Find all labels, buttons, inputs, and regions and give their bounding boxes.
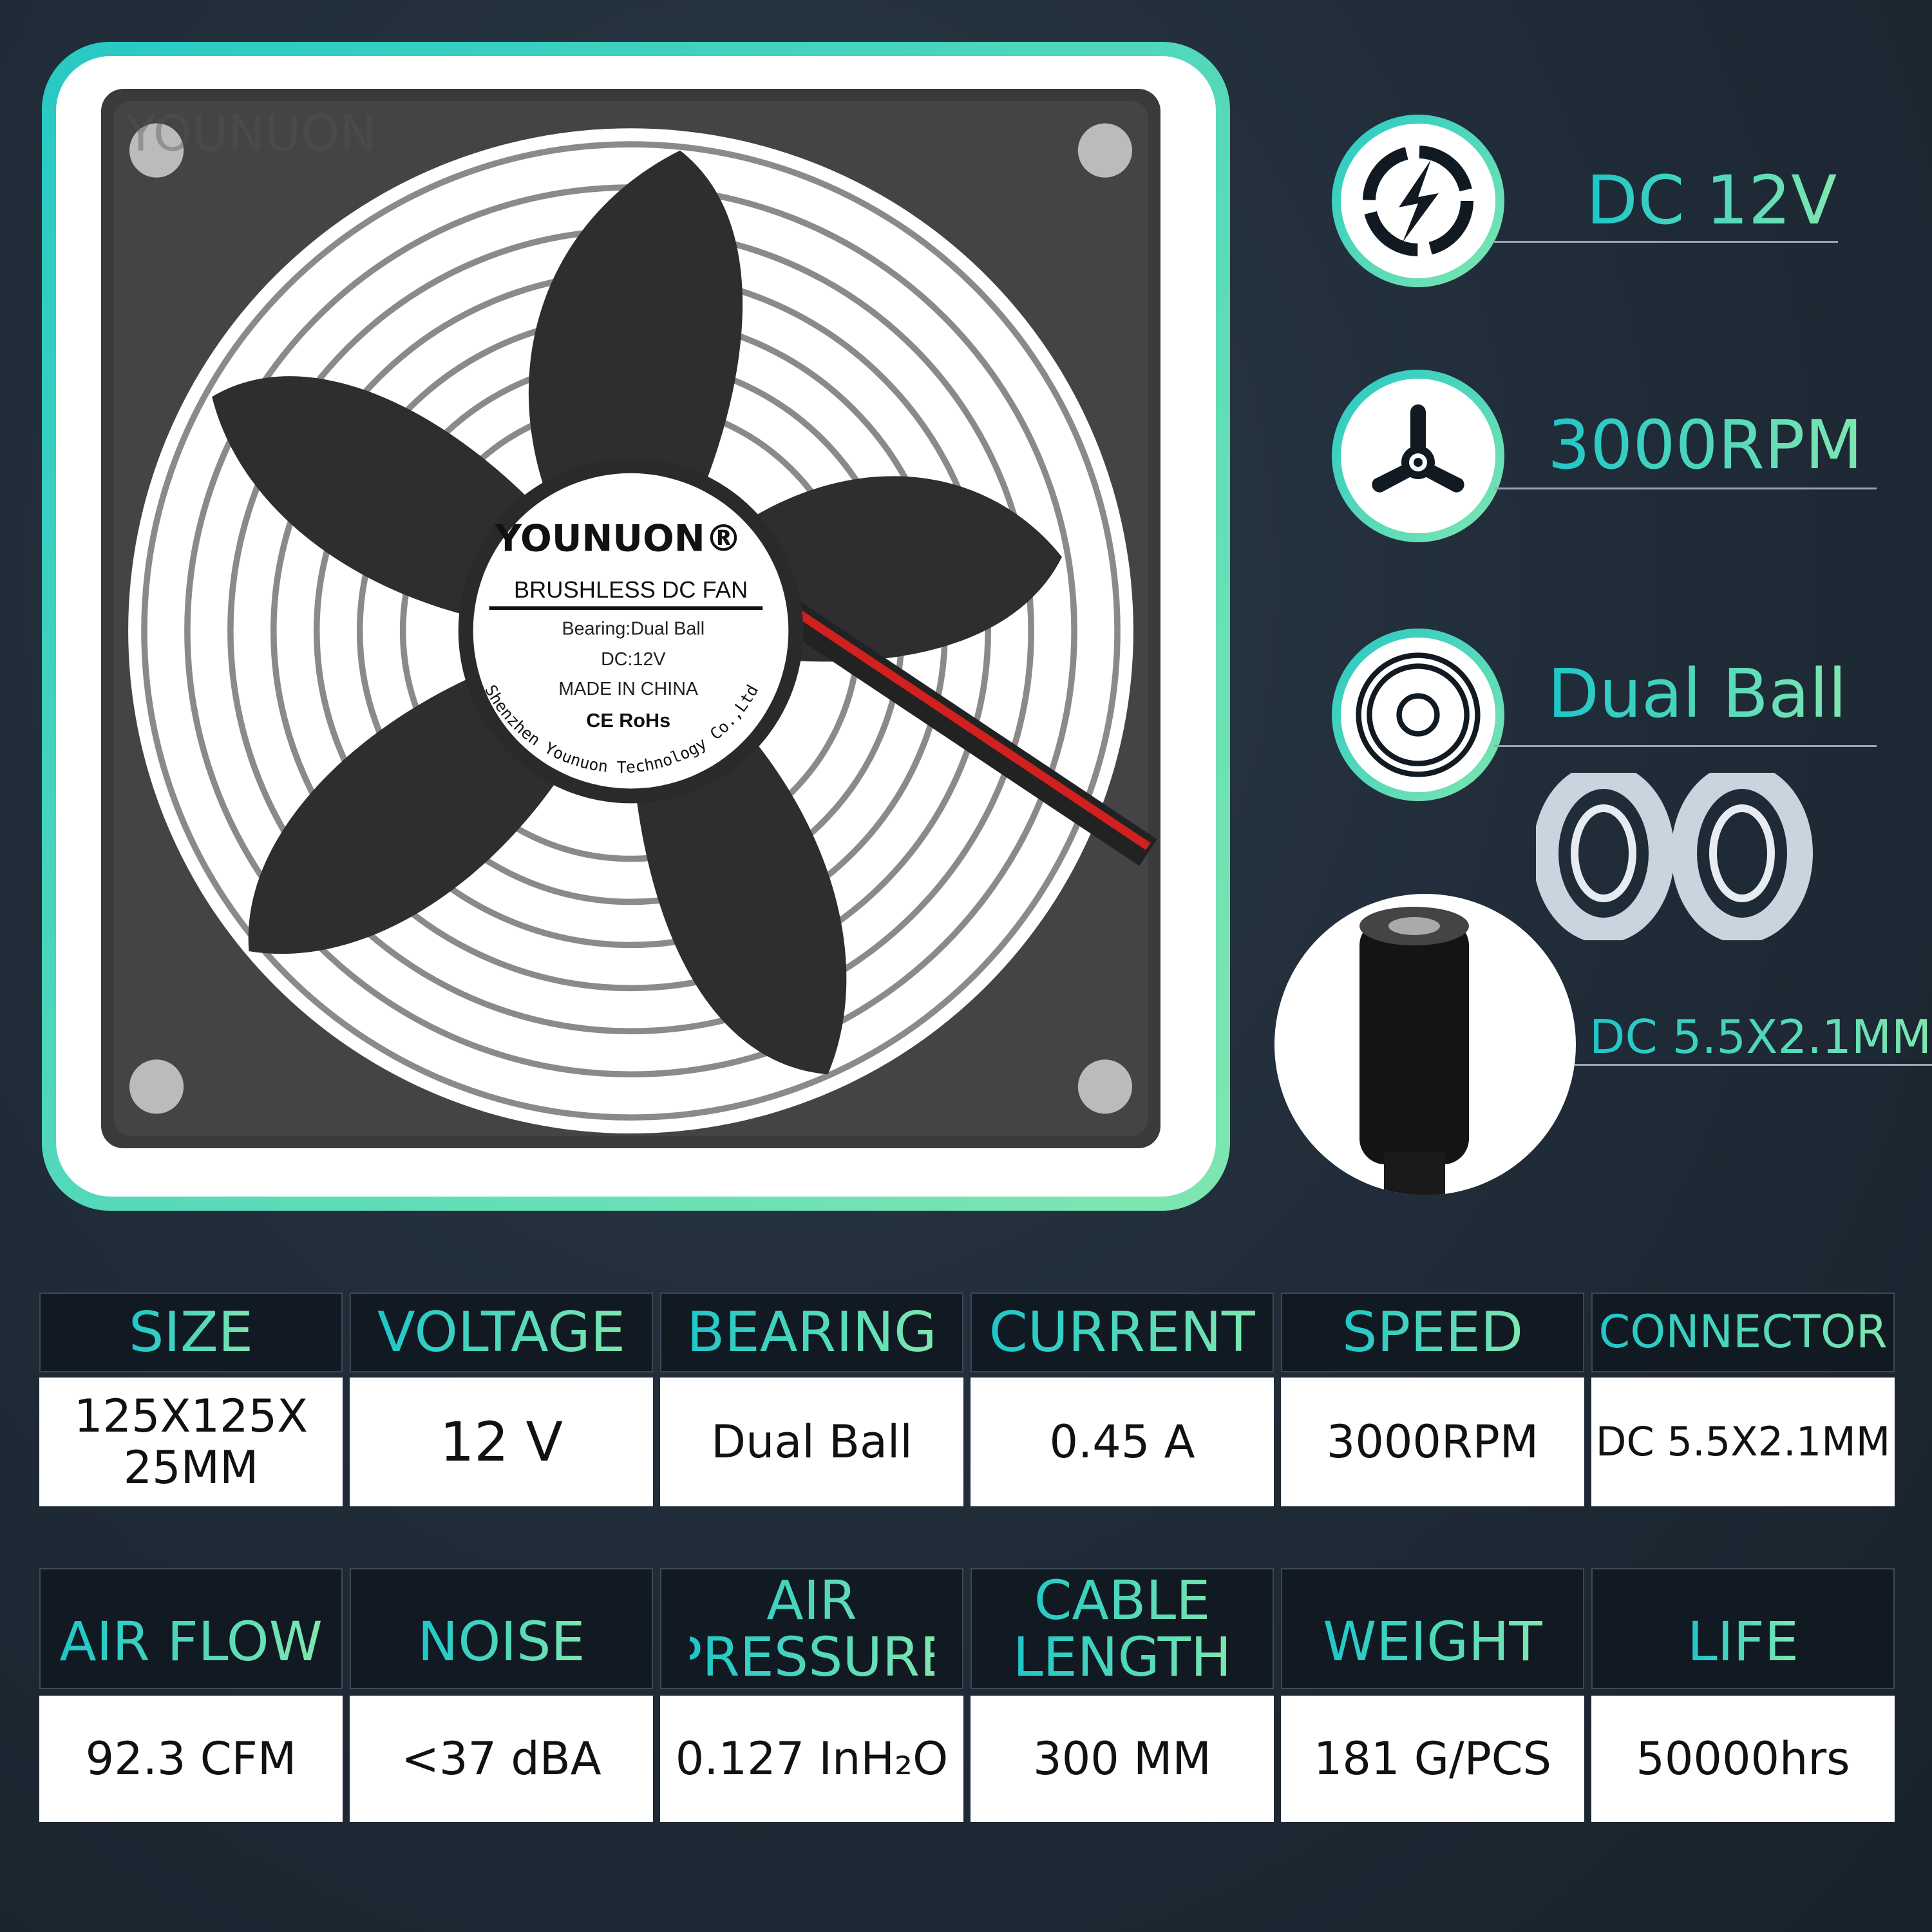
spec-value-bearing: Dual Ball — [660, 1378, 963, 1506]
spec-value-speed: 3000RPM — [1281, 1378, 1584, 1506]
divider — [1494, 745, 1877, 747]
fan-certs: CE RoHs — [586, 710, 670, 732]
spec-header-noise: NOISE — [417, 1587, 585, 1670]
spec-header-air-pressure: AIR PRESSURE — [669, 1568, 954, 1689]
ball-bearing-icon — [1332, 629, 1504, 801]
spec-value-airflow: 92.3 CFM — [39, 1696, 343, 1822]
spec-value-cable-length: 300 MM — [971, 1696, 1274, 1822]
spec-table-2: AIR FLOW NOISE AIR PRESSURE CABLE LENGTH… — [39, 1568, 1895, 1822]
spec-header-cable-length: CABLE LENGTH — [1012, 1568, 1232, 1689]
feature-bearing-label: Dual Ball — [1548, 654, 1847, 733]
lightning-bolt-icon — [1332, 115, 1504, 287]
product-image-frame: YOUNUON® BRUSHLESS DC FAN Bearing:Dual B… — [42, 42, 1230, 1211]
fan-propeller-icon — [1332, 370, 1504, 542]
spec-table-1: SIZE VOLTAGE BEARING CURRENT SPEED CONNE… — [39, 1293, 1895, 1506]
spec-header-speed: SPEED — [1341, 1300, 1524, 1365]
divider — [1575, 1064, 1932, 1066]
fan-title: BRUSHLESS DC FAN — [514, 576, 748, 603]
feature-speed-label: 3000RPM — [1548, 406, 1863, 484]
bearings-image — [1536, 773, 1813, 940]
feature-voltage-label: DC 12V — [1586, 161, 1837, 240]
spec-value-voltage: 12 V — [350, 1378, 653, 1506]
fan-origin: MADE IN CHINA — [558, 679, 699, 699]
spec-header-size: SIZE — [128, 1300, 254, 1365]
feature-connector-label: DC 5.5X2.1MM — [1589, 1010, 1932, 1064]
spec-header-airflow: AIR FLOW — [59, 1587, 323, 1670]
spec-header-connector: CONNECTOR — [1598, 1305, 1888, 1359]
spec-header-current: CURRENT — [989, 1300, 1256, 1365]
spec-value-air-pressure: 0.127 InH₂O — [660, 1696, 963, 1822]
fan-bearing: Bearing:Dual Ball — [562, 618, 705, 639]
spec-value-connector: DC 5.5X2.1MM — [1591, 1378, 1895, 1506]
spec-value-life: 50000hrs — [1591, 1696, 1895, 1822]
spec-value-size: 125X125X 25MM — [39, 1378, 343, 1506]
spec-header-weight: WEIGHT — [1323, 1587, 1542, 1670]
spec-value-current: 0.45 A — [971, 1378, 1274, 1506]
divider — [1494, 488, 1877, 489]
spec-header-voltage: VOLTAGE — [377, 1300, 626, 1365]
watermark: YOUNUON — [125, 106, 376, 163]
dc-connector-icon — [1274, 894, 1576, 1195]
spec-value-weight: 181 G/PCS — [1281, 1696, 1584, 1822]
divider — [1494, 241, 1838, 243]
spec-value-noise: <37 dBA — [350, 1696, 653, 1822]
spec-header-bearing: BEARING — [687, 1300, 937, 1365]
fan-brand: YOUNUON® — [495, 516, 743, 560]
spec-header-life: LIFE — [1687, 1587, 1799, 1670]
fan-image: YOUNUON® BRUSHLESS DC FAN Bearing:Dual B… — [101, 89, 1160, 1148]
fan-dc: DC:12V — [601, 649, 666, 670]
